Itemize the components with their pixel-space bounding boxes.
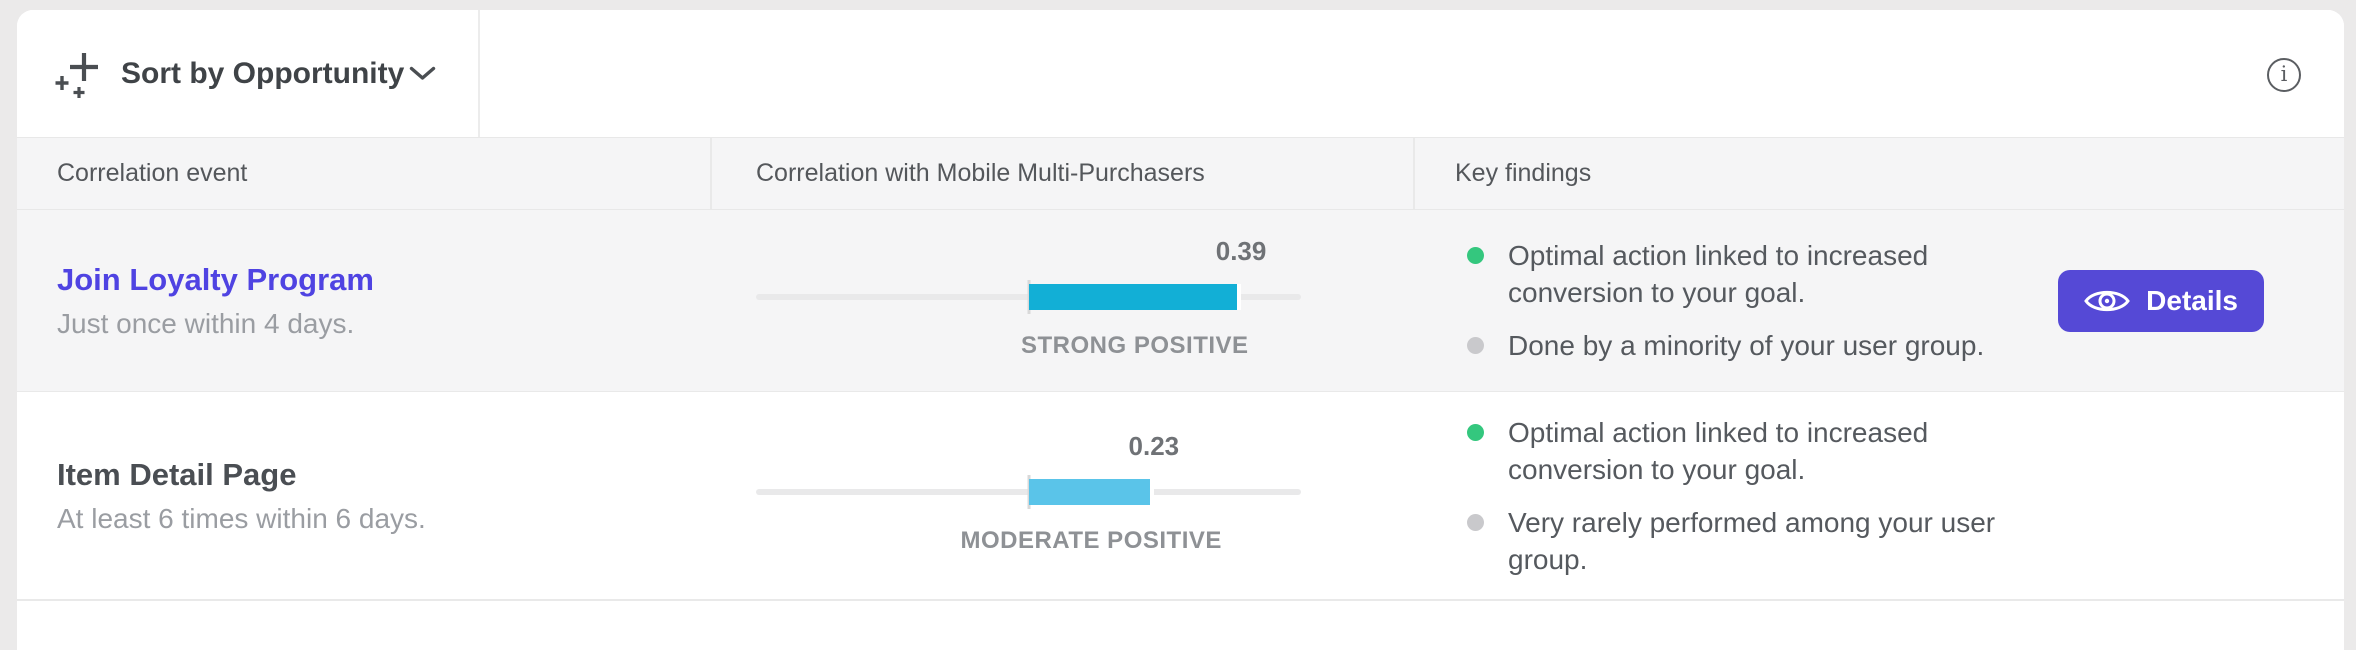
finding-text: Optimal action linked to increased conve… [1508, 240, 1929, 308]
table-row: Item Detail Page At least 6 times within… [17, 392, 2344, 601]
event-cell: Item Detail Page At least 6 times within… [17, 392, 712, 599]
finding-text: Very rarely performed among your user gr… [1508, 506, 1996, 575]
event-subtitle: At least 6 times within 6 days. [57, 502, 426, 534]
positive-dot-icon [1467, 247, 1484, 264]
chevron-down-icon [409, 66, 436, 81]
header-correlation-with-goal: Correlation with Mobile Multi-Purchasers [712, 138, 1415, 209]
next-row-partial [17, 601, 2344, 630]
correlation-panel: Sort by Opportunity i Correlation event … [17, 10, 2344, 650]
event-title-link[interactable]: Join Loyalty Program [57, 261, 374, 297]
table-row: Join Loyalty Program Just once within 4 … [17, 210, 2344, 392]
findings-list: Optimal action linked to increased conve… [1467, 414, 2068, 578]
sort-by-dropdown[interactable]: Sort by Opportunity [17, 10, 480, 137]
correlation-value: 0.23 [1128, 430, 1180, 461]
info-button[interactable]: i [2267, 58, 2301, 92]
findings-cell: Optimal action linked to increased conve… [1415, 210, 2344, 391]
event-cell: Join Loyalty Program Just once within 4 … [17, 210, 712, 391]
sort-by-label: Sort by Opportunity [121, 56, 405, 90]
correlation-cell: 0.39 STRONG POSITIVE [712, 210, 1415, 391]
header-key-findings: Key findings [1455, 159, 1592, 187]
correlation-bar [756, 279, 1301, 314]
positive-dot-icon [1467, 423, 1484, 441]
info-icon: i [2280, 62, 2288, 86]
eye-icon [2084, 285, 2131, 317]
event-title: Item Detail Page [57, 456, 297, 492]
finding-text: Optimal action linked to increased conve… [1508, 416, 1929, 485]
correlation-bar [756, 474, 1301, 509]
sparkle-plus-icon [55, 49, 101, 99]
header-correlation-event: Correlation event [17, 138, 712, 209]
table-header-row: Correlation event Correlation with Mobil… [17, 137, 2344, 210]
finding-text: Done by a minority of your user group. [1508, 330, 1985, 361]
finding-item: Very rarely performed among your user gr… [1467, 504, 2068, 578]
correlation-plot: 0.23 MODERATE POSITIVE [756, 431, 1301, 561]
findings-list: Optimal action linked to increased conve… [1467, 237, 2058, 364]
correlation-value: 0.39 [1215, 235, 1267, 266]
finding-item: Optimal action linked to increased conve… [1467, 414, 2068, 488]
findings-cell: Optimal action linked to increased conve… [1415, 392, 2344, 599]
event-subtitle: Just once within 4 days. [57, 307, 355, 339]
correlation-strength-label: MODERATE POSITIVE [960, 526, 1222, 554]
details-button-label: Details [2146, 284, 2238, 316]
correlation-strength-label: STRONG POSITIVE [1021, 331, 1249, 359]
correlation-fill-bar [1028, 478, 1154, 505]
page: { "toolbar": { "sort_button": { "label":… [17, 10, 2344, 650]
finding-item: Done by a minority of your user group. [1467, 327, 2058, 364]
neutral-dot-icon [1467, 337, 1484, 354]
finding-item: Optimal action linked to increased conve… [1467, 237, 2058, 311]
correlation-plot: 0.39 STRONG POSITIVE [756, 236, 1301, 366]
neutral-dot-icon [1467, 513, 1484, 531]
correlation-cell: 0.23 MODERATE POSITIVE [712, 392, 1415, 599]
toolbar: Sort by Opportunity i [17, 10, 2344, 137]
details-button[interactable]: Details [2058, 269, 2264, 332]
correlation-fill-bar [1028, 283, 1242, 310]
